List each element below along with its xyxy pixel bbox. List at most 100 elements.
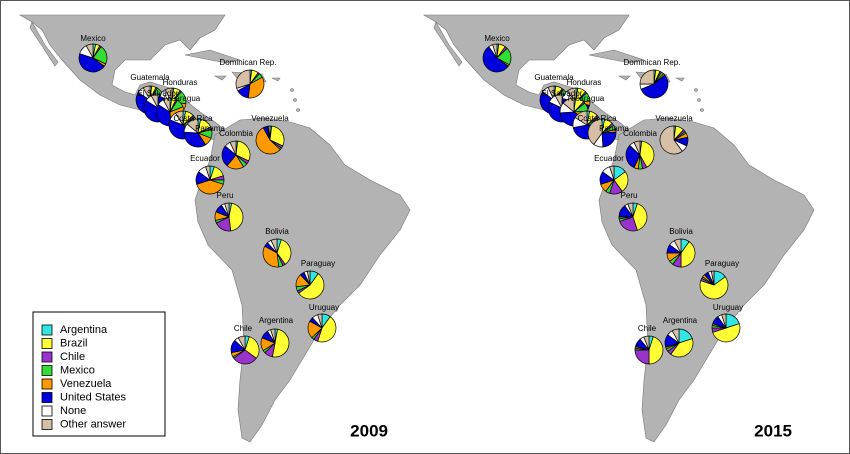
pie-slice <box>670 338 694 358</box>
pie-slice <box>224 202 230 218</box>
pie-slice <box>235 140 251 162</box>
country-label: Guatemala <box>534 73 574 82</box>
country-label: Dominican Rep. <box>624 58 681 67</box>
pie-slice <box>317 316 337 343</box>
legend-label: None <box>60 405 86 417</box>
pie-slice <box>269 125 285 147</box>
legend-swatch <box>41 392 53 403</box>
pie-slice <box>78 53 105 73</box>
country-label: Colombia <box>623 129 657 138</box>
pie-slice <box>244 336 260 359</box>
pie-slice <box>492 43 498 59</box>
legend-label: Mexico <box>60 364 95 376</box>
pie-slice <box>671 328 680 344</box>
pies <box>78 43 741 365</box>
map-2015 <box>423 14 815 443</box>
pie-slice <box>262 245 280 268</box>
country-label: Venezuela <box>655 114 693 123</box>
pie-slice <box>648 336 664 365</box>
pie-slice <box>162 97 171 113</box>
legend-swatch <box>41 365 53 376</box>
country-label: Mexico <box>484 34 510 43</box>
pie-slice <box>233 349 257 365</box>
pie-slice <box>229 140 237 156</box>
pie-slice <box>627 202 634 218</box>
country-label: Chile <box>234 324 253 333</box>
legend-label: Other answer <box>60 418 126 430</box>
pie-slice <box>276 239 292 265</box>
pie-slice <box>634 349 650 365</box>
country-label: Bolivia <box>669 227 693 236</box>
pie-slice <box>633 140 641 156</box>
pie-slice <box>317 313 323 329</box>
country-label: El Salvador <box>542 89 583 98</box>
pie-slice <box>186 118 199 134</box>
pie-slice <box>306 270 311 286</box>
pie-slice <box>547 85 555 101</box>
pie-slice <box>639 69 655 85</box>
pie-slice <box>562 97 575 113</box>
pie-slice <box>625 144 641 169</box>
country-label: Argentina <box>663 316 698 325</box>
labels: Mexico Guatemala El Salvador Honduras Nicara… <box>80 34 743 333</box>
pie-slice <box>85 43 94 59</box>
pie-slice <box>205 165 211 181</box>
country-label: Costa Rica <box>577 114 617 123</box>
pie-slice <box>255 127 281 155</box>
year-label: 2015 <box>754 421 792 440</box>
pie-slice <box>271 328 290 358</box>
legend-swatch <box>41 405 53 417</box>
country-label: Bolivia <box>265 227 289 236</box>
pie-slice <box>175 110 184 127</box>
country-label: Ecuador <box>190 154 220 163</box>
country-label: Ecuador <box>594 154 624 163</box>
legend-swatch <box>41 378 53 390</box>
country-label: El Salvador <box>138 89 179 98</box>
pie-slice <box>601 131 617 148</box>
country-label: Honduras <box>567 78 602 87</box>
legend-label: Chile <box>60 351 85 363</box>
pie-slice <box>150 93 159 109</box>
country-label: Peru <box>621 191 638 200</box>
legend-swatch <box>41 338 53 349</box>
country-label: Peru <box>217 191 234 200</box>
country-label: Nicaragua <box>164 94 201 103</box>
country-label: Dominican Rep. <box>220 58 277 67</box>
country-label: Argentina <box>259 316 294 325</box>
legend-swatch <box>41 351 53 363</box>
pie-slice <box>228 202 244 232</box>
pie-slice <box>643 335 650 351</box>
pie-slice <box>482 46 509 73</box>
pie-slice <box>270 238 278 254</box>
pie-slice <box>183 131 206 148</box>
pie-slice <box>196 179 224 195</box>
pie-slice <box>640 74 669 99</box>
pie-slice <box>659 125 683 155</box>
pie-slice <box>632 203 648 231</box>
legend-label: Brazil <box>60 337 88 349</box>
pie-slice <box>574 110 588 126</box>
legend-swatch <box>41 419 53 430</box>
pie-slice <box>298 273 325 300</box>
legend-label: Argentina <box>60 324 108 336</box>
country-label: Colombia <box>219 129 253 138</box>
pie-slice <box>680 241 696 268</box>
pie-slice <box>587 118 603 145</box>
country-label: Uruguay <box>309 303 339 312</box>
country-label: Uruguay <box>713 303 743 312</box>
pie-slice <box>710 270 715 286</box>
pie-slice <box>235 69 251 89</box>
country-label: Venezuela <box>251 114 289 123</box>
pie-slice <box>721 313 727 329</box>
pie-slice <box>712 323 741 343</box>
year-label: 2009 <box>350 421 388 440</box>
pie-slice <box>267 125 271 141</box>
pie-slice <box>554 93 563 109</box>
country-label: Guatemala <box>130 73 170 82</box>
pie-slice <box>142 85 151 101</box>
country-label: Panama <box>195 124 225 133</box>
pie-slice <box>699 276 729 300</box>
pie-slice <box>609 165 615 181</box>
